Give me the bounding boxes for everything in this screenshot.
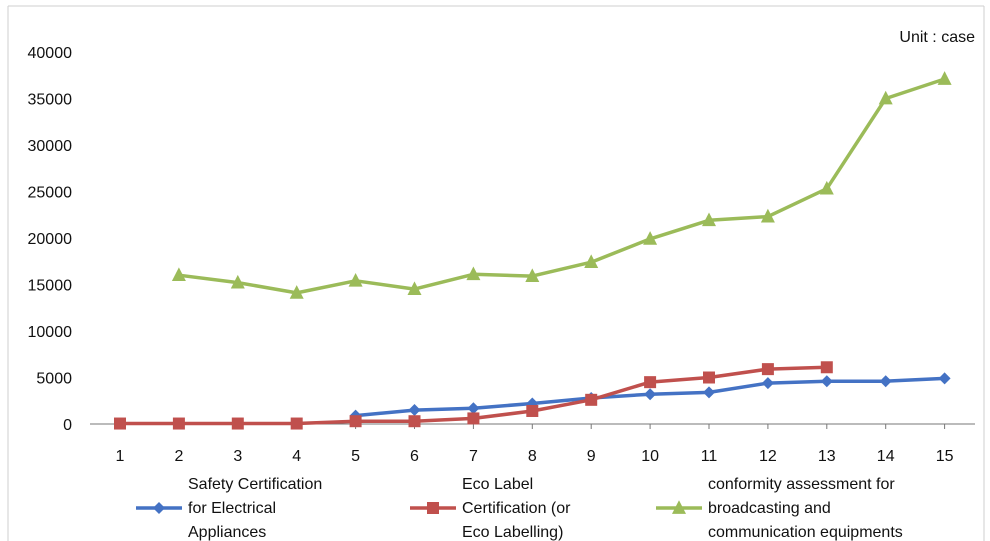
x-tick-label: 12 <box>759 448 777 465</box>
x-tick-label: 14 <box>877 448 895 465</box>
series-1-point <box>703 386 715 399</box>
series-2-point <box>349 415 362 428</box>
legend-label-line: conformity assessment for <box>708 476 895 493</box>
legend-swatch-marker <box>427 502 439 514</box>
series-3-point <box>230 274 245 289</box>
legend-label-line: Safety Certification <box>188 476 322 493</box>
axes-group: 0 5000 10000 15000 20000 25000 30000 35000 40000… <box>28 45 975 465</box>
legend-swatch-marker <box>672 500 686 514</box>
series-2-point <box>585 393 598 406</box>
x-tick-label: 5 <box>351 448 360 465</box>
series-1-point <box>820 375 833 388</box>
series-3-point <box>525 268 540 282</box>
y-tick-label: 15000 <box>28 278 73 295</box>
series-2-point <box>526 404 539 417</box>
legend-label-line: Certification (or <box>462 500 571 517</box>
series-3-line <box>178 77 946 295</box>
series-3-point <box>407 281 422 295</box>
legend-item-2: Eco Label Certification (or Eco Labelling) <box>410 476 571 541</box>
series-2-point <box>820 361 833 374</box>
series-2-point <box>231 417 244 430</box>
y-tick-label: 5000 <box>36 371 72 388</box>
legend-swatch-marker <box>153 502 165 514</box>
legend-item-1: Safety Certification for Electrical Applia… <box>136 476 322 541</box>
x-tick-label: 8 <box>528 448 537 465</box>
x-tick-label: 15 <box>936 448 954 465</box>
x-tick-label: 6 <box>410 448 419 465</box>
series-2-point <box>114 417 126 430</box>
series-2-point <box>761 363 774 376</box>
y-tick-label: 35000 <box>28 92 73 109</box>
legend-label-line: broadcasting and <box>708 500 831 517</box>
unit-note: Unit : case <box>899 29 975 46</box>
series-2-point <box>290 417 303 430</box>
x-tick-label: 13 <box>818 448 836 465</box>
legend-label-line: Eco Label <box>462 476 533 493</box>
series-2-point <box>408 415 421 428</box>
x-tick-label: 2 <box>174 448 183 465</box>
y-tick-label: 30000 <box>28 138 73 155</box>
series-3-point <box>171 267 186 282</box>
series-1-point <box>467 402 480 415</box>
series-1-point <box>938 372 951 385</box>
y-tick-label: 20000 <box>28 231 73 248</box>
series-3-point <box>466 266 481 281</box>
y-tick-label: 10000 <box>28 324 73 341</box>
y-tick-label: 40000 <box>28 45 73 62</box>
legend-label-line: for Electrical <box>188 500 276 517</box>
x-tick-label: 7 <box>469 448 478 465</box>
series-3-point <box>348 272 363 287</box>
y-tick-label: 0 <box>63 417 72 434</box>
series-1-point <box>879 375 892 388</box>
series-3-point <box>819 180 834 195</box>
series-2-point <box>467 412 480 425</box>
series-2 <box>114 361 833 430</box>
series-3-point <box>702 212 716 227</box>
series-3 <box>171 71 952 299</box>
series-3-point <box>937 71 952 85</box>
series-1-point <box>644 388 657 401</box>
legend: Safety Certification for Electrical Applia… <box>136 476 903 541</box>
series-3-point <box>760 208 775 223</box>
series-2-point <box>703 371 715 384</box>
series-group <box>114 71 952 430</box>
x-tick-label: 4 <box>292 448 301 465</box>
legend-item-3: conformity assessment for broadcasting an… <box>656 476 903 541</box>
series-1-point <box>408 404 421 417</box>
y-tick-label: 25000 <box>28 185 73 202</box>
x-tick-label: 10 <box>641 448 659 465</box>
x-tick-label: 1 <box>116 448 125 465</box>
series-3-point <box>878 90 893 105</box>
legend-label-line: communication equipments <box>708 524 903 541</box>
series-2-point <box>644 376 657 389</box>
series-2-point <box>172 417 185 430</box>
x-tick-label: 3 <box>233 448 242 465</box>
legend-label-line: Appliances <box>188 524 266 541</box>
series-3-point <box>289 285 304 299</box>
x-tick-label: 11 <box>701 448 718 465</box>
legend-label-line: Eco Labelling) <box>462 524 563 541</box>
series-3-point <box>643 231 658 245</box>
series-3-point <box>584 254 599 269</box>
x-tick-label: 9 <box>587 448 596 465</box>
series-1-point <box>761 377 774 390</box>
